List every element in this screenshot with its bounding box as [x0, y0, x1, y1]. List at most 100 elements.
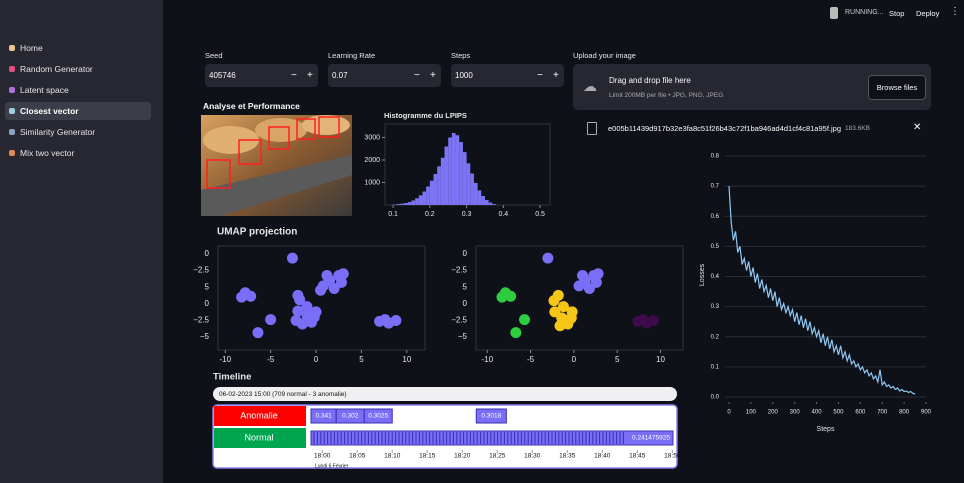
histogram-bar	[477, 190, 482, 205]
menu-button[interactable]: ⋮	[950, 6, 960, 17]
time-tick-label: 18:30	[524, 453, 541, 460]
y-tick-label: −5	[200, 332, 210, 341]
cloud-icon: ☁	[583, 78, 597, 94]
x-tick-label: 0.3	[462, 211, 472, 218]
time-tick-label: 18:15	[419, 453, 436, 460]
drop-limit: Limit 200MB per file • JPG, PNG, JPEG	[609, 92, 724, 99]
histogram-bar	[473, 182, 478, 205]
histogram-bar	[440, 157, 445, 205]
number-input[interactable]: 1000− +	[451, 64, 564, 87]
x-tick-label: 600	[855, 410, 866, 416]
histogram-bar	[484, 200, 489, 205]
scatter-point	[542, 252, 554, 264]
scatter-point	[265, 314, 277, 326]
deploy-button[interactable]: Deploy	[916, 9, 940, 18]
nav-label: Random Generator	[20, 64, 93, 74]
scatter-point	[496, 291, 508, 303]
scatter-point	[337, 268, 349, 280]
scatter-point	[573, 280, 585, 292]
x-tick-label: 0	[572, 355, 577, 364]
input-value: 0.07	[332, 71, 348, 80]
histogram-bar	[451, 133, 456, 205]
scatter-point	[290, 315, 302, 327]
chart-title: Histogramme du LPIPS	[384, 111, 467, 120]
scatter-point	[236, 291, 248, 303]
histogram-bar	[407, 202, 412, 205]
x-tick-label: 0	[314, 355, 319, 364]
y-tick-label: 0.3	[711, 304, 720, 310]
y-tick-label: 0.7	[711, 184, 720, 190]
y-tick-label: 0.6	[711, 214, 720, 220]
plot-frame	[475, 245, 684, 351]
histogram-bar	[411, 200, 416, 205]
y-axis-label: Losses	[699, 263, 706, 286]
scatter-point	[565, 312, 577, 324]
x-tick-label: 10	[402, 355, 411, 364]
scatter-point	[519, 314, 531, 326]
input-label: Steps	[451, 51, 471, 60]
histogram-bar	[433, 173, 438, 205]
y-tick-label: 2000	[364, 157, 380, 164]
number-input[interactable]: 0.07− +	[328, 64, 441, 87]
nav-label: Similarity Generator	[20, 127, 96, 137]
histogram-bar	[404, 202, 408, 205]
histogram-bar	[437, 166, 441, 205]
timeline-item	[363, 408, 393, 424]
time-tick-label: 18:35	[559, 453, 576, 460]
scatter-point	[554, 320, 566, 332]
nav-label: Home	[20, 43, 43, 53]
browse-button[interactable]: Browse files	[868, 75, 926, 100]
sidebar: Home Random Generator Latent space Close…	[0, 0, 163, 483]
upload-label: Upload your image	[573, 51, 636, 60]
scatter-point	[292, 289, 304, 301]
nav-item[interactable]: Home	[5, 39, 151, 57]
scatter-point	[252, 327, 264, 339]
x-tick-label: 400	[812, 410, 823, 416]
time-tick-label: 18:20	[454, 453, 471, 460]
y-tick-label: −2.5	[451, 316, 467, 325]
group-label-bg	[214, 428, 306, 448]
histogram-bar	[462, 152, 467, 205]
y-tick-label: −2.5	[193, 316, 209, 325]
scatter-point	[379, 314, 391, 326]
histogram-bar	[459, 142, 463, 205]
number-input[interactable]: 405746− +	[205, 64, 318, 87]
loss-line	[728, 186, 916, 395]
x-axis-label: Steps	[817, 426, 835, 433]
scatter-point	[592, 268, 604, 280]
dropzone[interactable]: ☁ Drag and drop file here Limit 200MB pe…	[573, 64, 931, 110]
x-tick-label: 700	[877, 410, 888, 416]
remove-file[interactable]: ✕	[913, 122, 922, 133]
scatter-point	[549, 306, 561, 318]
scatter-point	[308, 311, 320, 323]
nav-item[interactable]: Similarity Generator	[5, 123, 151, 141]
nav-item[interactable]: Mix two vector	[5, 144, 151, 162]
nav-item[interactable]: Random Generator	[5, 60, 151, 78]
y-tick-label: 5	[205, 282, 210, 291]
histogram-bar	[426, 186, 430, 205]
plot-frame	[217, 245, 426, 351]
y-tick-label: 3000	[364, 134, 380, 141]
histogram-bar	[422, 191, 427, 205]
y-tick-label: 0.2	[711, 334, 720, 340]
nav-item[interactable]: Latent space	[5, 81, 151, 99]
histogram-bar	[444, 146, 449, 205]
x-tick-label: 300	[790, 410, 801, 416]
file-size: 183.6KB	[845, 125, 870, 132]
histogram-bar	[488, 202, 493, 205]
scatter-point	[292, 305, 304, 317]
x-tick-label: 10	[656, 355, 665, 364]
x-tick-label: 0.5	[535, 211, 545, 218]
input-label: Learning Rate	[328, 51, 376, 60]
x-tick-label: 800	[899, 410, 910, 416]
histogram-bar	[481, 196, 485, 205]
x-tick-label: 5	[615, 355, 620, 364]
x-tick-label: 0	[727, 410, 731, 416]
histogram-bar	[400, 203, 405, 205]
y-tick-label: 1000	[364, 179, 380, 186]
y-tick-label: 0	[463, 249, 468, 258]
stop-button[interactable]: Stop	[889, 9, 905, 18]
time-tick-label: 18:45	[629, 453, 646, 460]
nav-item[interactable]: Closest vector	[5, 102, 151, 120]
